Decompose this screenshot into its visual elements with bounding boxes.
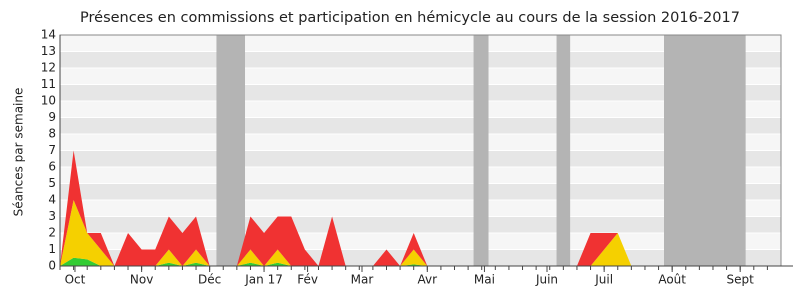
shaded-period [216, 35, 246, 266]
area [60, 200, 768, 266]
y-tick-label: 10 [41, 94, 56, 108]
area [60, 150, 768, 266]
y-tick-label: 4 [48, 193, 56, 207]
shaded-period [473, 35, 489, 266]
shaded-period [664, 35, 746, 266]
x-tick-label: Août [658, 273, 686, 287]
x-tick-label: Jan 17 [244, 273, 283, 287]
y-tick-label: 9 [48, 110, 56, 124]
x-tick-label: Mai [474, 273, 495, 287]
x-tick-label: Juil [594, 273, 613, 287]
x-tick-label: Juin [535, 273, 558, 287]
x-tick-label: Oct [65, 273, 86, 287]
y-tick-label: 1 [48, 242, 56, 256]
x-tick-label: Déc [198, 273, 221, 287]
y-tick-label: 13 [41, 44, 56, 58]
x-tick-label: Nov [130, 273, 153, 287]
y-tick-label: 5 [48, 176, 56, 190]
y-tick-label: 3 [48, 209, 56, 223]
y-tick-label: 2 [48, 226, 56, 240]
shaded-period [556, 35, 571, 266]
y-tick-label: 8 [48, 127, 56, 141]
x-tick-label: Sept [727, 273, 755, 287]
y-tick-label: 12 [41, 61, 56, 75]
x-tick-label: Avr [418, 273, 438, 287]
chart-title: Présences en commissions et participatio… [80, 10, 740, 26]
y-tick-label: 14 [41, 28, 56, 42]
y-axis-label: Séances par semaine [12, 88, 26, 217]
x-tick-label: Fév [297, 273, 318, 287]
y-tick-label: 6 [48, 160, 56, 174]
y-tick-label: 0 [48, 259, 56, 273]
x-tick-label: Mar [351, 273, 374, 287]
y-tick-label: 11 [41, 77, 56, 91]
y-tick-label: 7 [48, 143, 56, 157]
